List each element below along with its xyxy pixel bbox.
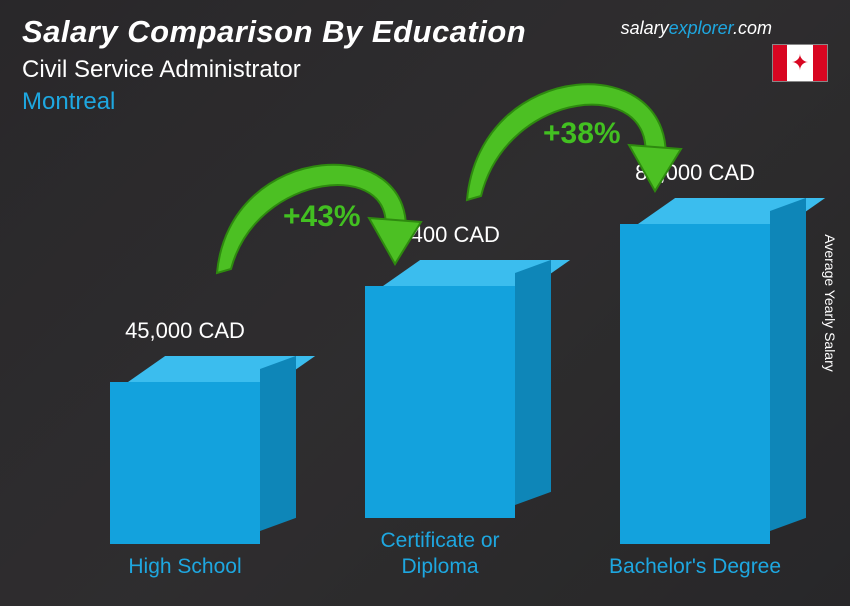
header: Salary Comparison By Education Civil Ser… (22, 14, 526, 116)
increase-arrow: +38% (455, 62, 705, 212)
percentage-increase-label: +43% (283, 200, 361, 234)
page-location: Montreal (22, 88, 526, 116)
percentage-increase-label: +38% (543, 117, 621, 151)
page-title: Salary Comparison By Education (22, 14, 526, 50)
page-subtitle: Civil Service Administrator (22, 56, 526, 84)
increase-arrow: +43% (205, 145, 445, 285)
bar-3d (110, 382, 260, 544)
bar-category-label: Certificate or Diploma (345, 528, 535, 581)
bar-group: 89,000 CADBachelor's Degree (600, 160, 790, 580)
brand-accent: explorer (669, 18, 733, 38)
brand-plain: salary (621, 18, 669, 38)
yaxis-label: Average Yearly Salary (822, 234, 838, 372)
bar-group: 45,000 CAD High School (90, 318, 280, 580)
canada-flag-icon: ✦ (772, 44, 828, 82)
bar-category-label: High School (90, 554, 280, 580)
brand-suffix: .com (733, 18, 772, 38)
bar-value-label: 45,000 CAD (90, 318, 280, 344)
bar-category-label: Bachelor's Degree (600, 554, 790, 580)
brand-label: salaryexplorer.com (621, 18, 772, 39)
bar-3d (365, 286, 515, 518)
bar-3d (620, 224, 770, 544)
